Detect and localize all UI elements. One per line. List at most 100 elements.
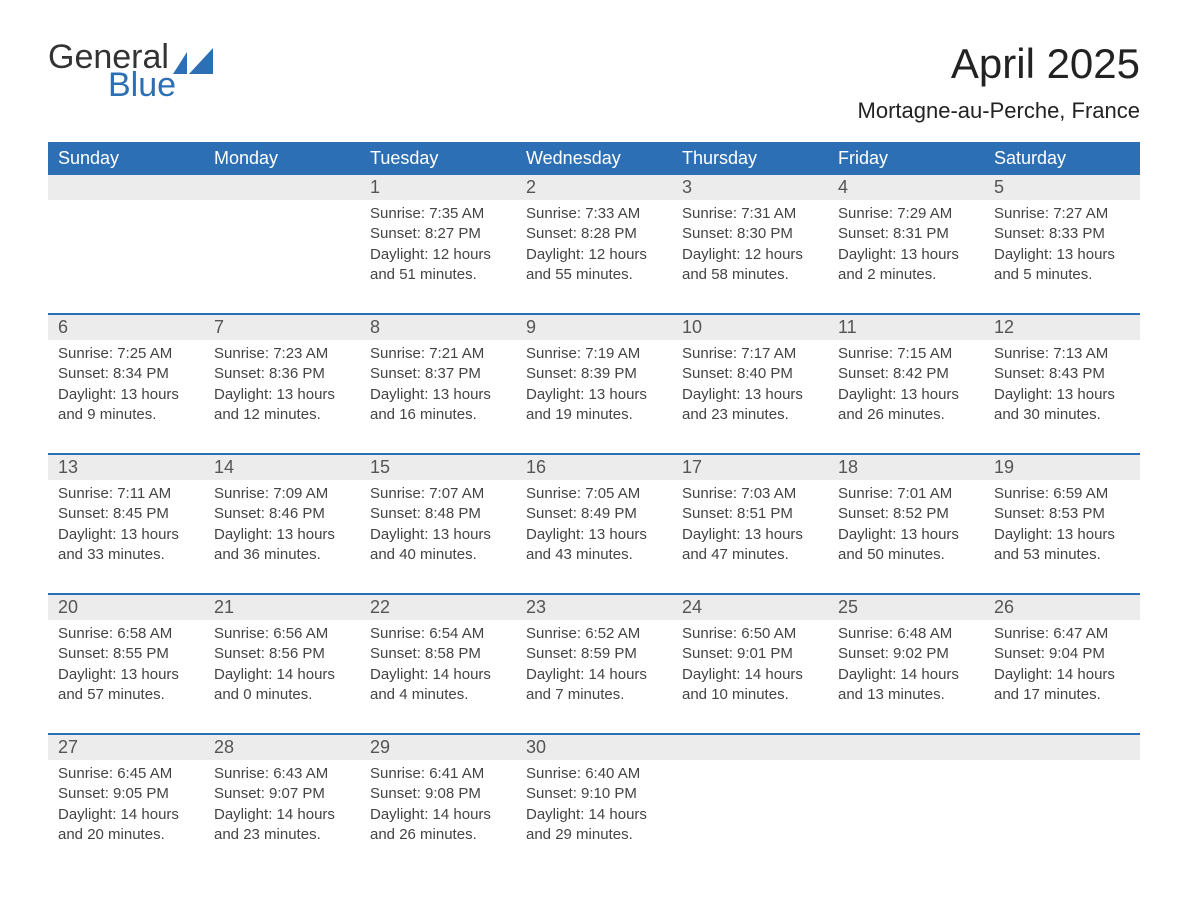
daylight-text: and 26 minutes.	[370, 825, 506, 845]
sunrise-text: Sunrise: 6:50 AM	[682, 624, 818, 644]
daylight-text: Daylight: 13 hours	[214, 525, 350, 545]
sunset-text: Sunset: 8:48 PM	[370, 504, 506, 524]
day-detail-cell: Sunrise: 7:23 AMSunset: 8:36 PMDaylight:…	[204, 340, 360, 454]
sunset-text: Sunset: 8:28 PM	[526, 224, 662, 244]
daylight-text: and 5 minutes.	[994, 265, 1130, 285]
day-number-cell	[672, 734, 828, 760]
day-detail-cell: Sunrise: 7:33 AMSunset: 8:28 PMDaylight:…	[516, 200, 672, 314]
sunrise-text: Sunrise: 7:31 AM	[682, 204, 818, 224]
day-number-cell: 14	[204, 454, 360, 480]
sunrise-text: Sunrise: 7:35 AM	[370, 204, 506, 224]
daylight-text: Daylight: 13 hours	[370, 525, 506, 545]
day-number-row: 12345	[48, 175, 1140, 200]
sunset-text: Sunset: 8:45 PM	[58, 504, 194, 524]
sunset-text: Sunset: 8:58 PM	[370, 644, 506, 664]
day-number-cell: 23	[516, 594, 672, 620]
day-number-cell: 3	[672, 175, 828, 200]
sunset-text: Sunset: 8:53 PM	[994, 504, 1130, 524]
daylight-text: Daylight: 13 hours	[838, 525, 974, 545]
day-detail-cell: Sunrise: 6:54 AMSunset: 8:58 PMDaylight:…	[360, 620, 516, 734]
sunrise-text: Sunrise: 7:29 AM	[838, 204, 974, 224]
daylight-text: Daylight: 14 hours	[370, 805, 506, 825]
sunrise-text: Sunrise: 6:47 AM	[994, 624, 1130, 644]
day-header: Thursday	[672, 142, 828, 175]
sunrise-text: Sunrise: 6:45 AM	[58, 764, 194, 784]
sunset-text: Sunset: 9:02 PM	[838, 644, 974, 664]
day-detail-cell: Sunrise: 7:35 AMSunset: 8:27 PMDaylight:…	[360, 200, 516, 314]
daylight-text: Daylight: 13 hours	[994, 245, 1130, 265]
sunset-text: Sunset: 8:43 PM	[994, 364, 1130, 384]
day-number-cell: 20	[48, 594, 204, 620]
day-detail-cell: Sunrise: 6:50 AMSunset: 9:01 PMDaylight:…	[672, 620, 828, 734]
daylight-text: and 10 minutes.	[682, 685, 818, 705]
day-detail-cell: Sunrise: 6:43 AMSunset: 9:07 PMDaylight:…	[204, 760, 360, 873]
sunrise-text: Sunrise: 6:48 AM	[838, 624, 974, 644]
daylight-text: and 36 minutes.	[214, 545, 350, 565]
day-number-cell: 13	[48, 454, 204, 480]
day-detail-cell: Sunrise: 7:31 AMSunset: 8:30 PMDaylight:…	[672, 200, 828, 314]
day-number-cell: 2	[516, 175, 672, 200]
sunset-text: Sunset: 9:08 PM	[370, 784, 506, 804]
day-header: Tuesday	[360, 142, 516, 175]
day-detail-row: Sunrise: 6:58 AMSunset: 8:55 PMDaylight:…	[48, 620, 1140, 734]
day-detail-cell: Sunrise: 6:41 AMSunset: 9:08 PMDaylight:…	[360, 760, 516, 873]
day-detail-cell: Sunrise: 7:05 AMSunset: 8:49 PMDaylight:…	[516, 480, 672, 594]
daylight-text: and 0 minutes.	[214, 685, 350, 705]
calendar-table: Sunday Monday Tuesday Wednesday Thursday…	[48, 142, 1140, 873]
day-detail-cell: Sunrise: 7:03 AMSunset: 8:51 PMDaylight:…	[672, 480, 828, 594]
day-number-cell: 10	[672, 314, 828, 340]
day-detail-cell: Sunrise: 6:59 AMSunset: 8:53 PMDaylight:…	[984, 480, 1140, 594]
page-header: General Blue April 2025 Mortagne-au-Perc…	[48, 40, 1140, 124]
day-number-cell: 17	[672, 454, 828, 480]
daylight-text: and 50 minutes.	[838, 545, 974, 565]
daylight-text: and 57 minutes.	[58, 685, 194, 705]
daylight-text: Daylight: 13 hours	[526, 385, 662, 405]
day-number-cell: 5	[984, 175, 1140, 200]
day-number-cell	[48, 175, 204, 200]
sunset-text: Sunset: 8:36 PM	[214, 364, 350, 384]
daylight-text: Daylight: 13 hours	[838, 385, 974, 405]
sunrise-text: Sunrise: 6:40 AM	[526, 764, 662, 784]
daylight-text: Daylight: 14 hours	[214, 805, 350, 825]
daylight-text: and 51 minutes.	[370, 265, 506, 285]
daylight-text: and 4 minutes.	[370, 685, 506, 705]
daylight-text: and 58 minutes.	[682, 265, 818, 285]
daylight-text: Daylight: 12 hours	[682, 245, 818, 265]
day-number-cell: 27	[48, 734, 204, 760]
day-detail-cell: Sunrise: 7:11 AMSunset: 8:45 PMDaylight:…	[48, 480, 204, 594]
day-number-cell: 8	[360, 314, 516, 340]
daylight-text: and 26 minutes.	[838, 405, 974, 425]
day-number-cell: 1	[360, 175, 516, 200]
sunset-text: Sunset: 9:04 PM	[994, 644, 1130, 664]
day-number-cell: 4	[828, 175, 984, 200]
daylight-text: Daylight: 13 hours	[58, 665, 194, 685]
daylight-text: Daylight: 14 hours	[838, 665, 974, 685]
sunset-text: Sunset: 8:39 PM	[526, 364, 662, 384]
sunset-text: Sunset: 8:46 PM	[214, 504, 350, 524]
sunset-text: Sunset: 8:42 PM	[838, 364, 974, 384]
daylight-text: and 12 minutes.	[214, 405, 350, 425]
daylight-text: Daylight: 13 hours	[370, 385, 506, 405]
day-number-cell	[984, 734, 1140, 760]
sunset-text: Sunset: 9:10 PM	[526, 784, 662, 804]
sunset-text: Sunset: 8:59 PM	[526, 644, 662, 664]
day-detail-cell: Sunrise: 6:48 AMSunset: 9:02 PMDaylight:…	[828, 620, 984, 734]
day-number-cell: 29	[360, 734, 516, 760]
day-detail-cell: Sunrise: 7:27 AMSunset: 8:33 PMDaylight:…	[984, 200, 1140, 314]
day-number-cell: 18	[828, 454, 984, 480]
sunset-text: Sunset: 8:56 PM	[214, 644, 350, 664]
sunrise-text: Sunrise: 7:03 AM	[682, 484, 818, 504]
daylight-text: Daylight: 13 hours	[838, 245, 974, 265]
day-number-cell: 6	[48, 314, 204, 340]
daylight-text: Daylight: 14 hours	[58, 805, 194, 825]
sunrise-text: Sunrise: 6:43 AM	[214, 764, 350, 784]
sunrise-text: Sunrise: 7:17 AM	[682, 344, 818, 364]
day-header: Monday	[204, 142, 360, 175]
day-detail-cell: Sunrise: 7:13 AMSunset: 8:43 PMDaylight:…	[984, 340, 1140, 454]
daylight-text: and 53 minutes.	[994, 545, 1130, 565]
daylight-text: Daylight: 14 hours	[370, 665, 506, 685]
sunset-text: Sunset: 8:37 PM	[370, 364, 506, 384]
sunset-text: Sunset: 8:30 PM	[682, 224, 818, 244]
day-detail-cell: Sunrise: 6:40 AMSunset: 9:10 PMDaylight:…	[516, 760, 672, 873]
sunset-text: Sunset: 8:52 PM	[838, 504, 974, 524]
